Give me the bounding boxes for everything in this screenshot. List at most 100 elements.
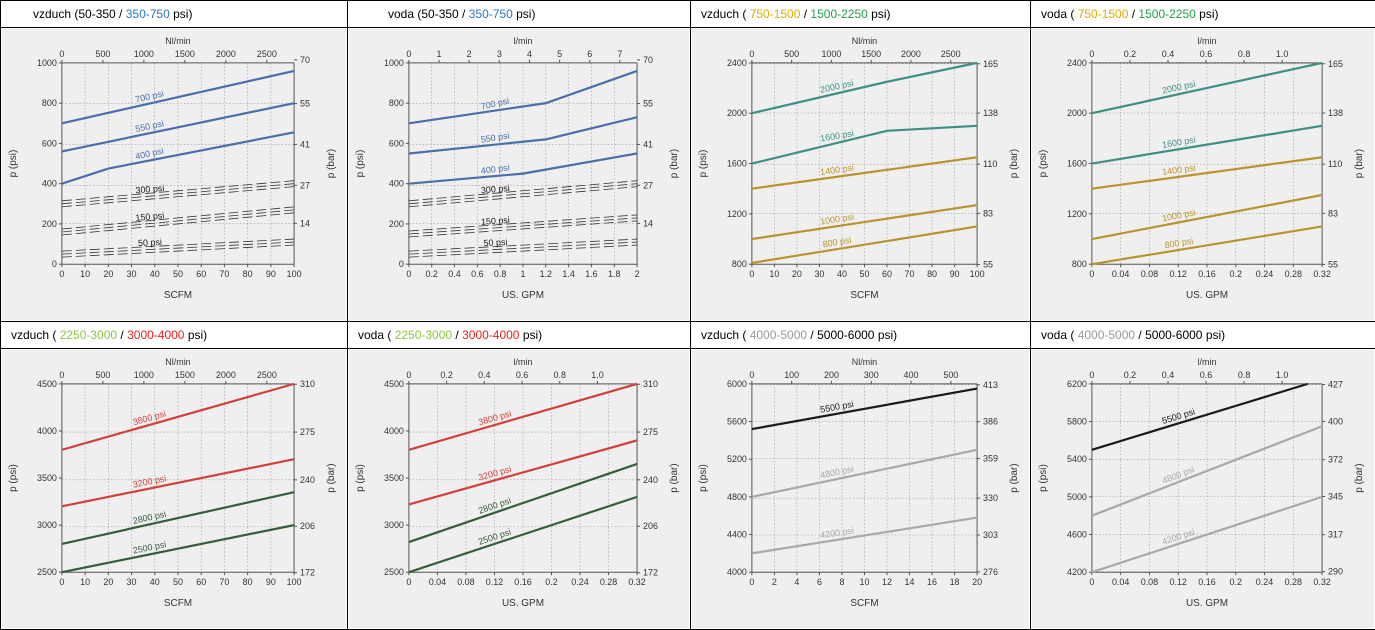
header-segment: / bbox=[1135, 328, 1146, 342]
x-tick-label: 30 bbox=[127, 577, 137, 587]
top-tick-label: 0.2 bbox=[440, 370, 452, 380]
chart-panel: 0 0.04 0.08 0.12 0.16 0.2 0.24 0.28 0.32 US. GPM 0… bbox=[1032, 29, 1374, 320]
chart-panel: 0 10 20 30 40 50 60 70 80 90 100 SCFM 0 500 1000 1500 20… bbox=[2, 350, 346, 628]
chart-cell: vzduch ( 750-1500 / 1500-2250 psi) 0 10 20 3… bbox=[690, 0, 1031, 322]
y2-axis-title: p (bar) bbox=[1009, 463, 1020, 492]
header-segment: 750-1500 bbox=[749, 7, 801, 21]
y-tick-label: 400 bbox=[42, 179, 57, 189]
x-tick-label: 10 bbox=[860, 577, 870, 587]
series-line bbox=[751, 203, 978, 241]
y-tick-label: 6000 bbox=[727, 379, 747, 389]
y-tick-label: 1200 bbox=[727, 209, 747, 219]
top-tick-label: 0 bbox=[59, 49, 64, 59]
series-line bbox=[408, 183, 638, 205]
y-tick-label: 5200 bbox=[727, 454, 747, 464]
y-axis-title: p (psi) bbox=[8, 464, 19, 492]
y2-tick-label: 290 bbox=[1328, 567, 1343, 577]
x-tick-label: 100 bbox=[287, 577, 302, 587]
x-tick-label: 1.4 bbox=[562, 269, 574, 279]
header-segment: voda ( bbox=[358, 328, 395, 342]
x-axis-title: US. GPM bbox=[1186, 290, 1228, 301]
x-tick-label: 70 bbox=[219, 269, 229, 279]
x-axis-title: SCFM bbox=[850, 598, 878, 609]
top-tick-label: 5 bbox=[557, 49, 562, 59]
series-line bbox=[751, 124, 978, 165]
series-line bbox=[751, 516, 978, 555]
series-line bbox=[1091, 495, 1323, 574]
x-tick-label: 2 bbox=[635, 269, 640, 279]
y2-tick-label: 206 bbox=[300, 521, 315, 531]
y-tick-label: 5800 bbox=[1067, 417, 1087, 427]
header-segment: 4000-5000 bbox=[1077, 328, 1136, 342]
line-chart: 0 10 20 30 40 50 60 70 80 90 100 SCFM 0 500 1000 1500 20… bbox=[8, 36, 337, 301]
top-tick-label: 0.4 bbox=[1162, 49, 1174, 59]
header-segment: psi) bbox=[512, 7, 536, 21]
top-tick-label: 0 bbox=[406, 370, 411, 380]
top-axis-title: l/min bbox=[1198, 36, 1217, 46]
chart-header: voda ( 4000-5000 / 5000-6000 psi) bbox=[1031, 322, 1375, 349]
series-label: 4800 psi bbox=[819, 464, 854, 481]
x-tick-label: 12 bbox=[882, 577, 892, 587]
top-tick-label: 1.0 bbox=[591, 370, 603, 380]
x-tick-label: 50 bbox=[173, 577, 183, 587]
chart-header: voda ( 750-1500 / 1500-2250 psi) bbox=[1031, 1, 1375, 28]
x-tick-label: 0.16 bbox=[1198, 577, 1215, 587]
chart-cell: vzduch ( 2250-3000 / 3000-4000 psi) 0 10 20… bbox=[0, 321, 348, 630]
header-segment: / bbox=[117, 328, 128, 342]
y-tick-label: 800 bbox=[1072, 259, 1087, 269]
x-tick-label: 0 bbox=[1089, 269, 1094, 279]
y2-axis-title: p (bar) bbox=[1354, 463, 1365, 492]
y2-axis-title: p (bar) bbox=[1354, 149, 1365, 178]
y-axis-title: p (psi) bbox=[8, 150, 19, 178]
header-segment: 5000-6000 bbox=[817, 328, 875, 342]
x-tick-label: 0.16 bbox=[514, 577, 531, 587]
series-label: 1000 psi bbox=[820, 212, 855, 227]
series-line bbox=[408, 495, 638, 574]
series-label: 150 psi bbox=[481, 215, 511, 227]
series-line bbox=[61, 102, 295, 153]
y2-tick-label: 310 bbox=[300, 379, 315, 389]
x-tick-label: 0.24 bbox=[1256, 577, 1273, 587]
chart-panel: 0 0.04 0.08 0.12 0.16 0.2 0.24 0.28 0.32 US. GPM 0… bbox=[1032, 350, 1374, 628]
series-line bbox=[61, 244, 295, 258]
x-tick-label: 1.8 bbox=[608, 269, 620, 279]
top-tick-label: 300 bbox=[864, 370, 879, 380]
y-tick-label: 0 bbox=[52, 259, 57, 269]
y2-axis-title: p (bar) bbox=[1009, 149, 1020, 178]
header-segment: 350-750 bbox=[125, 7, 170, 21]
chart-header: vzduch ( 750-1500 / 1500-2250 psi) bbox=[691, 1, 1030, 28]
series-label: 300 psi bbox=[135, 183, 165, 195]
series-line bbox=[408, 462, 638, 544]
top-tick-label: 400 bbox=[904, 370, 919, 380]
top-tick-label: 0.2 bbox=[1124, 49, 1136, 59]
series-line bbox=[61, 180, 295, 202]
series-line bbox=[61, 238, 295, 252]
chart-panel: 0 0.2 0.4 0.6 0.8 1 1.2 1.4 1.6 1.8 2 US. GPM 0 1 2 3 4 5… bbox=[349, 29, 689, 320]
y-axis-title: p (psi) bbox=[1038, 464, 1049, 492]
series-label: 50 psi bbox=[483, 237, 507, 248]
y2-tick-label: 427 bbox=[1328, 380, 1343, 390]
header-segment: psi) bbox=[1195, 7, 1219, 21]
top-tick-label: 1.0 bbox=[1276, 49, 1288, 59]
y-tick-label: 200 bbox=[389, 219, 404, 229]
y-axis-title: p (psi) bbox=[1038, 150, 1049, 178]
x-axis-title: US. GPM bbox=[1186, 598, 1228, 609]
series-label: 2500 psi bbox=[132, 539, 167, 556]
top-tick-label: 0 bbox=[749, 370, 754, 380]
header-segment: 350-750 bbox=[468, 7, 513, 21]
top-axis-title: l/min bbox=[1198, 357, 1217, 367]
y-axis-title: p (psi) bbox=[355, 150, 366, 178]
series-line bbox=[61, 209, 295, 233]
y2-tick-label: 138 bbox=[1328, 108, 1343, 118]
x-axis-title: SCFM bbox=[850, 290, 878, 301]
y2-tick-label: 14 bbox=[300, 218, 310, 228]
y2-tick-label: 206 bbox=[643, 521, 658, 531]
top-tick-label: 1.0 bbox=[1276, 370, 1288, 380]
y-tick-label: 3000 bbox=[37, 520, 57, 530]
x-tick-label: 80 bbox=[243, 577, 253, 587]
chart-cell: voda ( 2250-3000 / 3000-4000 psi) 0 0.04 0.… bbox=[347, 321, 691, 630]
header-segment: / bbox=[452, 328, 463, 342]
header-segment: psi) bbox=[1202, 328, 1226, 342]
header-segment: 3000-4000 bbox=[127, 328, 185, 342]
header-segment: voda ( bbox=[1041, 328, 1078, 342]
